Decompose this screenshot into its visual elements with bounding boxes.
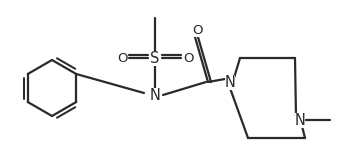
Text: O: O	[183, 51, 193, 64]
Text: O: O	[192, 24, 202, 37]
Text: S: S	[150, 50, 160, 65]
Text: N: N	[150, 88, 160, 103]
Text: O: O	[117, 51, 127, 64]
Text: N: N	[294, 113, 305, 127]
Text: N: N	[225, 74, 236, 90]
